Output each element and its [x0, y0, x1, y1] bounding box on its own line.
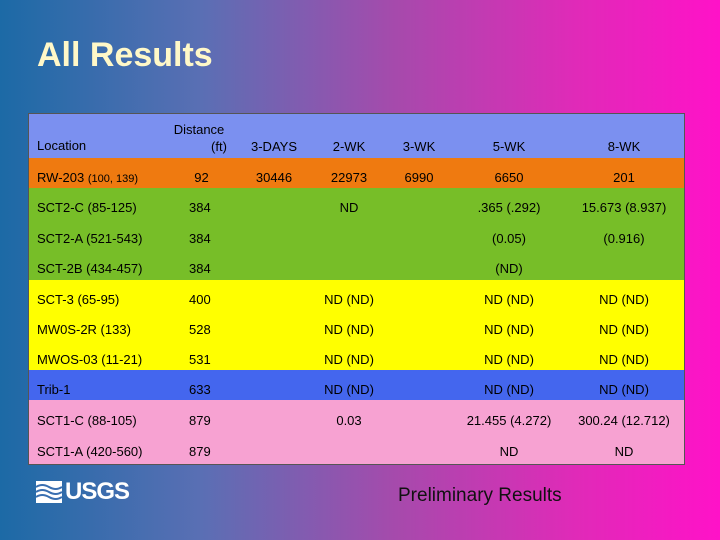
row-distance: 384: [189, 231, 211, 246]
row-5-wk: 6650: [494, 170, 524, 185]
row-5-wk: ND (ND): [484, 352, 534, 367]
band-pink: [29, 400, 684, 464]
row-5-wk: ND (ND): [484, 292, 534, 307]
row-distance: 384: [189, 200, 211, 215]
results-table: Location Distance (ft) 3-DAYS 2-WK 3-WK …: [28, 113, 685, 465]
header-2-wk: 2-WK: [332, 139, 366, 154]
row-2-wk: ND (ND): [324, 382, 374, 397]
row-location: SCT2-A (521-543): [37, 231, 143, 246]
header-distance-unit: (ft): [211, 139, 227, 154]
slide-title: All Results: [37, 36, 213, 74]
header-distance: Distance: [173, 122, 225, 137]
row-distance: 879: [189, 444, 211, 459]
row-distance: 528: [189, 322, 211, 337]
row-5-wk: (ND): [495, 261, 523, 276]
row-8-wk: 201: [613, 170, 635, 185]
row-8-wk: ND (ND): [599, 382, 649, 397]
row-3-wk: 6990: [404, 170, 434, 185]
row-distance: 633: [189, 382, 211, 397]
band-green: [29, 188, 684, 280]
row-2-wk: ND (ND): [324, 292, 374, 307]
row-location: SCT1-A (420-560): [37, 444, 143, 459]
row-location: SCT1-C (88-105): [37, 413, 137, 428]
row-5-wk: ND: [499, 444, 519, 459]
band-blue: [29, 370, 684, 400]
row-location: Trib-1: [37, 382, 71, 397]
row-distance: 531: [189, 352, 211, 367]
row-8-wk: 15.673 (8.937): [581, 200, 667, 215]
row-2-wk: 0.03: [336, 413, 362, 428]
row-location: RW-203 (100, 139): [37, 170, 138, 185]
row-location: MW0S-2R (133): [37, 322, 131, 337]
usgs-wave-icon: [36, 481, 62, 503]
row-8-wk: ND (ND): [599, 292, 649, 307]
usgs-logo-text: USGS: [65, 478, 130, 505]
header-3-wk: 3-WK: [402, 139, 436, 154]
row-8-wk: ND (ND): [599, 322, 649, 337]
header-3-days: 3-DAYS: [251, 139, 297, 154]
row-2-wk: 22973: [330, 170, 368, 185]
row-2-wk: ND (ND): [324, 352, 374, 367]
row-3-days: 30446: [255, 170, 293, 185]
row-distance: 400: [189, 292, 211, 307]
row-5-wk: ND (ND): [484, 382, 534, 397]
row-8-wk: (0.916): [603, 231, 645, 246]
preliminary-results-note: Preliminary Results: [398, 485, 562, 506]
band-orange: [29, 158, 684, 188]
row-5-wk: ND (ND): [484, 322, 534, 337]
usgs-logo: USGS: [36, 478, 130, 506]
table-header-row: Location Distance (ft) 3-DAYS 2-WK 3-WK …: [29, 114, 684, 158]
row-2-wk: ND: [339, 200, 359, 215]
row-distance: 384: [189, 261, 211, 276]
band-yellow: [29, 280, 684, 370]
row-5-wk: .365 (.292): [477, 200, 541, 215]
row-distance: 92: [194, 170, 209, 185]
header-location: Location: [37, 138, 87, 153]
row-location: SCT-2B (434-457): [37, 261, 143, 276]
row-distance: 879: [189, 413, 211, 428]
row-5-wk: 21.455 (4.272): [466, 413, 552, 428]
header-8-wk: 8-WK: [607, 139, 641, 154]
row-location: SCT-3 (65-95): [37, 292, 120, 307]
row-location: SCT2-C (85-125): [37, 200, 137, 215]
row-8-wk: 300.24 (12.712): [578, 413, 670, 428]
row-5-wk: (0.05): [492, 231, 526, 246]
row-8-wk: ND (ND): [599, 352, 649, 367]
header-5-wk: 5-WK: [492, 139, 526, 154]
row-location: MWOS-03 (11-21): [37, 352, 143, 367]
row-2-wk: ND (ND): [324, 322, 374, 337]
row-8-wk: ND: [614, 444, 634, 459]
